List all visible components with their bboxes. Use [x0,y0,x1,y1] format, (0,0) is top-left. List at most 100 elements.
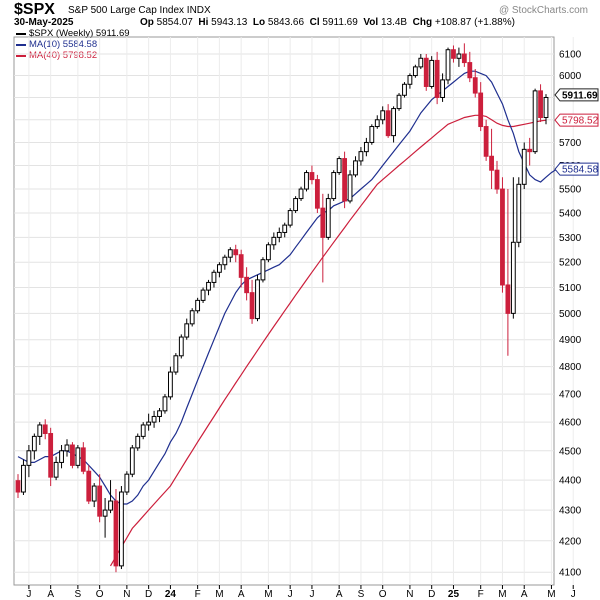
candle [461,43,467,67]
legend-ma10-label: MA(10) 5584.58 [29,39,98,50]
candle [521,142,527,190]
y-tick-label: 5000 [559,309,582,320]
candle [189,308,195,327]
candle-body [527,148,533,153]
candle-body [146,421,152,426]
candle-body [53,461,59,478]
symbol-title: $SPX [14,1,55,18]
value-marker-label: 5798.52 [562,116,599,127]
close-value: 5911.69 [322,17,358,28]
candle-body [282,224,288,233]
candle-body [325,198,331,238]
value-marker-label: 5911.69 [562,90,598,101]
legend-ma10: MA(10) 5584.58 [16,39,130,50]
candle [538,84,543,123]
candle [59,445,64,469]
candle [151,410,157,428]
y-tick-label: 6000 [559,71,582,82]
candle [445,47,451,85]
candle [412,64,418,78]
candle-body [440,79,445,98]
candle [178,334,184,359]
candle [271,232,277,250]
candle [304,170,309,192]
candle-body [227,249,233,258]
ma10-line-group [17,70,558,505]
high-label: Hi [198,17,209,28]
candle-body [162,396,168,412]
candle [505,189,511,356]
candle-body [374,119,380,128]
candle-body [483,126,489,157]
candle [206,279,211,296]
x-axis: J A S O N D 24 F M A M J J A S O N D 25 F M A M J [26,585,576,600]
candle [407,73,413,89]
candle-body [363,141,369,153]
legend-ma10-swatch [16,43,26,46]
candle [543,94,549,125]
candle-body [102,509,108,517]
candle-body [287,210,293,226]
x-tick-label: A [238,589,245,600]
volume-label: Vol [363,17,379,28]
x-tick-label: F [195,589,201,600]
ma10-line [17,70,558,505]
candle-body [510,241,516,314]
candle [86,465,92,505]
candle-body [80,447,86,472]
candle [119,486,124,570]
candle [162,394,168,414]
candle-body [331,172,337,200]
y-tick-label: 4600 [559,418,582,429]
candle [42,419,48,440]
candle [353,156,358,178]
x-tick-label: M [215,589,223,600]
candle [451,45,456,63]
candle-body [298,188,304,200]
candle [500,177,505,293]
candle-body [195,299,201,312]
candle [146,413,152,431]
candle-body [309,172,315,181]
candle-body [119,491,124,567]
candle-body [157,410,162,417]
candle-body [200,289,206,301]
candle-body [543,96,549,119]
candle [489,128,494,190]
candle-body [91,485,97,502]
candle-body [391,108,396,137]
candle [184,318,190,340]
candle [380,106,386,125]
candle-body [26,450,32,466]
candle-body [314,179,320,209]
candle-body [456,53,462,59]
candle-body [97,485,103,517]
candle [200,287,206,303]
candle [173,353,179,375]
candle-body [276,231,282,238]
candle-body [31,435,37,452]
candle-body [42,424,48,435]
candle-body [429,59,435,87]
candle [97,474,103,523]
candle-body [271,236,277,246]
value-markers: 5911.69 5798.52 5584.58 [554,88,599,176]
chart-legend: $SPX (Weekly) 5911.69 MA(10) 5584.58 MA(… [16,28,130,61]
candle [238,249,244,288]
candle [260,257,266,283]
candle [124,471,130,496]
candle-body [216,264,222,273]
x-tick-label: S [75,589,82,600]
candle [64,439,70,457]
candle [26,445,32,478]
candle-body [380,110,386,121]
candle-body [423,57,429,87]
x-tick-label: D [145,589,152,600]
candle [369,124,375,145]
candle [298,186,304,201]
candle-body [434,59,440,98]
x-tick-label: J [309,589,314,600]
y-tick-label: 4100 [559,568,582,579]
candle-body [48,433,54,478]
candle-body [385,110,391,137]
